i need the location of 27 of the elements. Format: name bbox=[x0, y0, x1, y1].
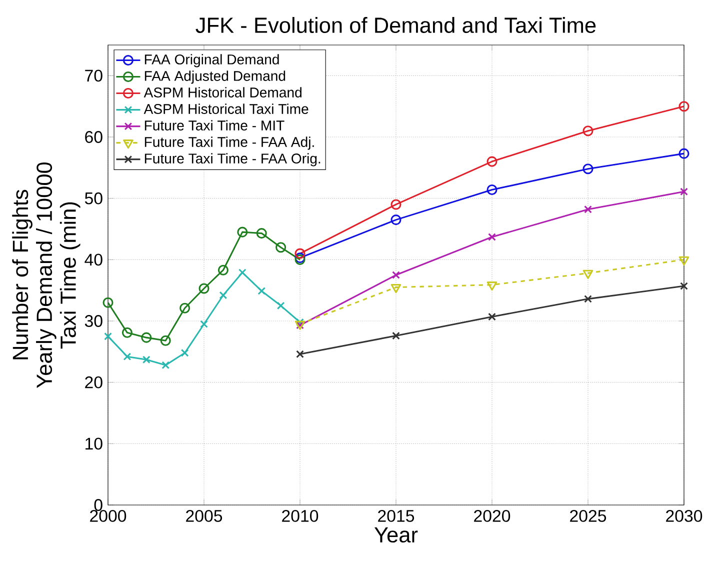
y-tick-label: 0 bbox=[94, 499, 102, 511]
y-tick-label: 10 bbox=[86, 438, 102, 450]
x-tick-label: 2015 bbox=[378, 510, 414, 522]
legend-label: ASPM Historical Taxi Time bbox=[144, 104, 308, 114]
chart-title: JFK - Evolution of Demand and Taxi Time bbox=[196, 17, 596, 34]
x-tick-label: 2005 bbox=[186, 510, 222, 522]
y-tick-label: 40 bbox=[84, 254, 102, 266]
legend-label: FAA Adjusted Demand bbox=[144, 70, 286, 84]
x-tick-label: 2020 bbox=[474, 510, 510, 522]
legend-label: Future Taxi Time - FAA Adj. bbox=[144, 136, 314, 150]
y-tick-label: 60 bbox=[85, 131, 102, 143]
x-tick-label: 2010 bbox=[282, 510, 318, 522]
text: Number of Flights bbox=[12, 190, 32, 360]
legend-label: FAA Original Demand bbox=[144, 54, 279, 68]
legend-label: Future Taxi Time - FAA Orig. bbox=[144, 153, 320, 166]
y-tick-label: 50 bbox=[84, 192, 102, 204]
x-axis-title: Year bbox=[374, 527, 418, 543]
legend-label: Future Taxi Time - MIT bbox=[144, 120, 284, 130]
legend-label: ASPM Historical Demand bbox=[144, 87, 302, 98]
x-tick-label: 2030 bbox=[666, 510, 702, 522]
x-tick-label: 2000 bbox=[90, 510, 126, 522]
y-tick-label: 70 bbox=[85, 70, 102, 82]
y-tick-label: 30 bbox=[84, 315, 102, 327]
y-tick-label: 20 bbox=[85, 376, 102, 388]
x-tick-label: 2025 bbox=[570, 510, 606, 522]
text: Yearly Demand / 10000 bbox=[36, 162, 56, 388]
text: Taxi Time (min) bbox=[60, 202, 80, 349]
